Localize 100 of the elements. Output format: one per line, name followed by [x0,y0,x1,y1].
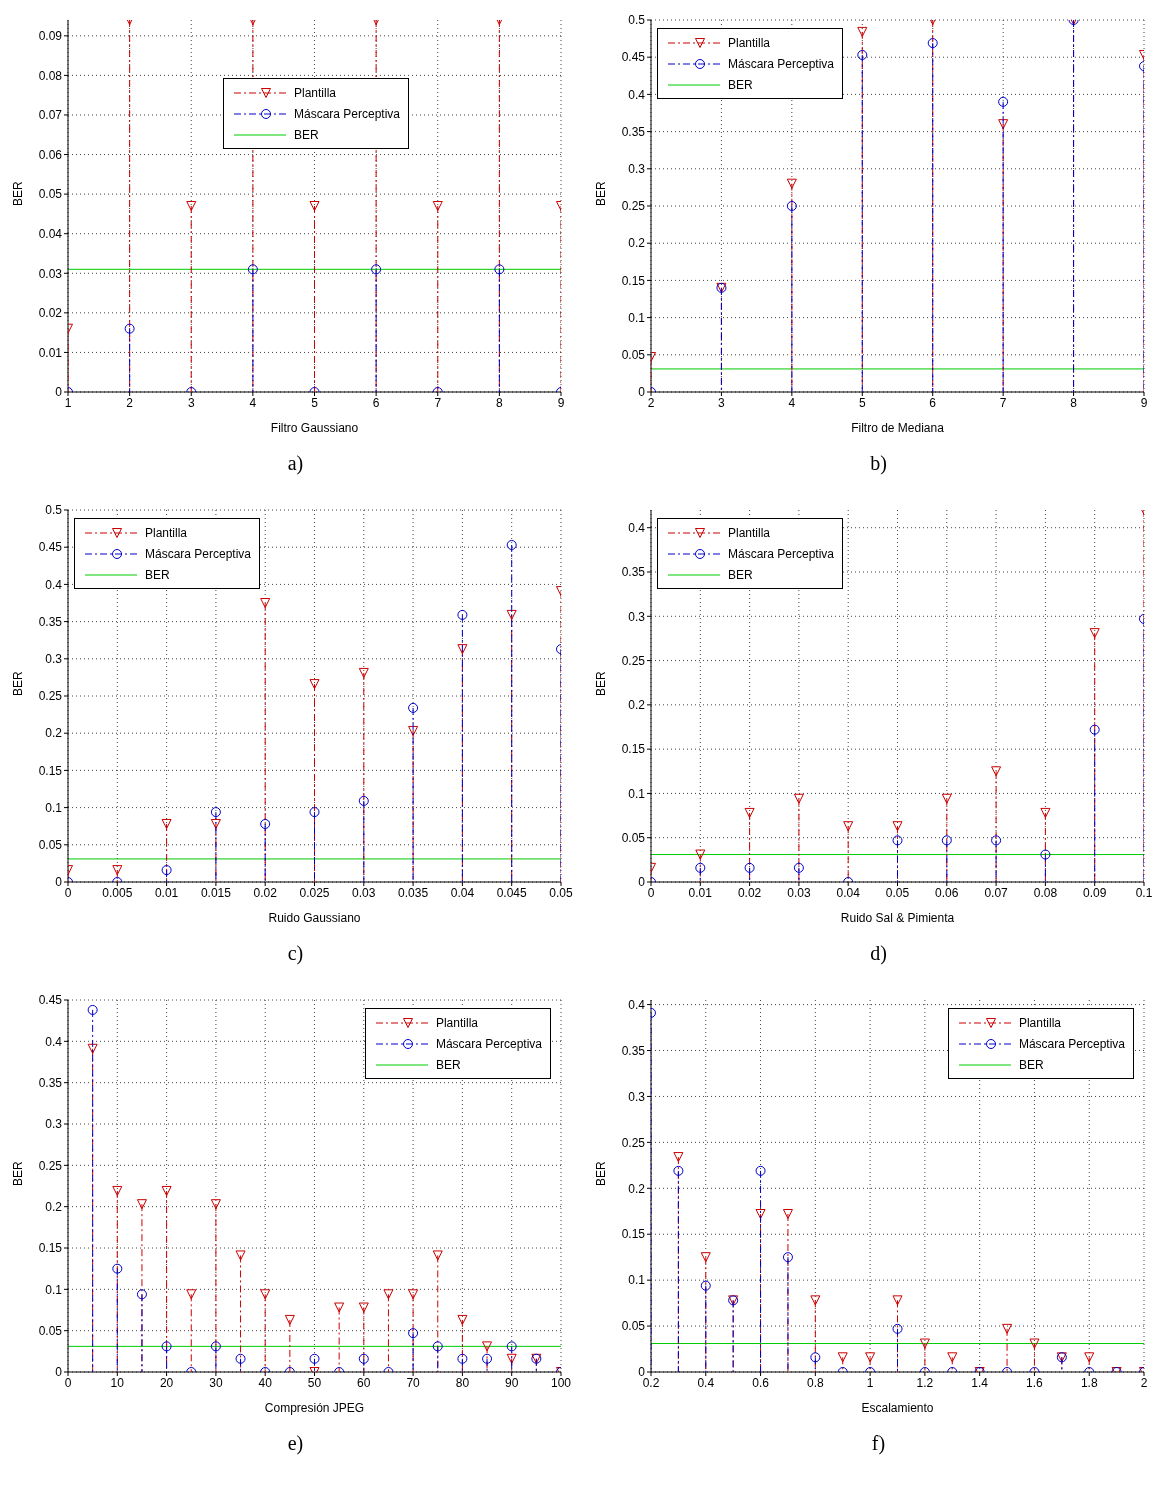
y-tick-label: 0.4 [628,997,646,1012]
y-tick-label: 0.1 [45,800,63,815]
y-tick-label: 0.2 [45,1199,63,1214]
x-tick-label: 0.025 [299,885,330,900]
x-tick-label: 5 [311,395,319,410]
y-tick-label: 0.35 [621,565,646,580]
y-tick-label: 0.05 [38,187,63,202]
x-tick-label: 1.4 [971,1375,989,1390]
y-tick-label: 0.25 [38,689,63,704]
legend-label: BER [728,567,753,582]
x-tick-label: 0.005 [102,885,133,900]
y-axis-title: BER [594,180,609,206]
y-tick-label: 0.1 [628,310,646,325]
legend-label: BER [294,127,319,142]
y-tick-label: 0.25 [621,653,646,668]
y-tick-label: 0.5 [45,503,63,518]
legend-label: Máscara Perceptiva [728,56,835,71]
x-tick-label: 0.01 [688,885,713,900]
y-axis-title: BER [11,670,26,696]
x-tick-label: 1 [866,1375,874,1390]
y-tick-label: 0.15 [38,1241,63,1256]
y-tick-label: 0 [55,875,63,890]
x-tick-label: 0.6 [752,1375,770,1390]
y-tick-label: 0.25 [621,1135,646,1150]
x-tick-label: 6 [372,395,380,410]
x-tick-label: 0.02 [253,885,278,900]
x-tick-label: 0.01 [154,885,179,900]
y-tick-label: 0.35 [621,124,646,139]
x-tick-label: 0.05 [885,885,910,900]
y-tick-label: 0.45 [38,993,63,1008]
y-tick-label: 0.25 [621,199,646,214]
x-tick-label: 3 [718,395,726,410]
x-tick-label: 2 [647,395,655,410]
y-tick-label: 0 [55,385,63,400]
x-axis-title: Filtro de Mediana [851,421,945,435]
text: e) [286,1432,305,1455]
y-tick-label: 0 [55,1365,63,1380]
x-tick-label: 7 [434,395,442,410]
x-tick-label: 2 [1140,1375,1148,1390]
x-tick-label: 100 [550,1375,572,1390]
x-tick-label: 1.8 [1080,1375,1098,1390]
y-tick-label: 0.06 [38,147,63,162]
legend-label: Plantilla [145,525,188,540]
x-axis-title: Ruido Gaussiano [268,911,361,925]
x-tick-label: 0.04 [450,885,475,900]
y-tick-label: 0.35 [38,1075,63,1090]
x-tick-label: 50 [307,1375,322,1390]
x-tick-label: 70 [406,1375,421,1390]
y-tick-label: 0.4 [628,87,646,102]
text: a) [286,452,305,475]
y-tick-label: 0.05 [621,830,646,845]
y-tick-label: 0 [638,875,646,890]
y-tick-label: 0.05 [621,1319,646,1334]
legend-label: Máscara Perceptiva [294,106,401,121]
x-axis-title: Escalamiento [861,1401,934,1415]
text: f) [870,1432,887,1455]
x-tick-label: 0.05 [549,885,573,900]
legend-label: Máscara Perceptiva [145,546,252,561]
y-tick-label: 0.07 [38,108,63,123]
x-tick-label: 0.015 [200,885,232,900]
y-axis-title: BER [11,1160,26,1186]
y-tick-label: 0.05 [38,838,63,853]
x-tick-label: 1.2 [916,1375,934,1390]
x-tick-label: 0.1 [1135,885,1153,900]
y-tick-label: 0.15 [621,1227,646,1242]
x-tick-label: 0.06 [935,885,959,900]
y-tick-label: 0.1 [45,1282,63,1297]
legend-label: Máscara Perceptiva [435,1036,542,1051]
x-tick-label: 0.09 [1083,885,1107,900]
x-tick-label: 0.03 [787,885,811,900]
y-tick-label: 0.2 [628,698,646,713]
x-tick-label: 90 [505,1375,519,1390]
x-tick-label: 0.04 [836,885,861,900]
y-tick-label: 0.05 [38,1323,63,1338]
y-axis-title: BER [594,670,609,696]
y-axis-title: BER [594,1160,609,1186]
y-tick-label: 0.09 [38,29,63,44]
x-tick-label: 0.02 [737,885,762,900]
x-tick-label: 7 [999,395,1007,410]
y-tick-label: 0.2 [628,236,646,251]
y-tick-label: 0.2 [628,1181,646,1196]
y-tick-label: 0.25 [38,1158,63,1173]
legend-label: Plantilla [728,525,771,540]
y-tick-label: 0.08 [38,68,63,83]
x-tick-label: 5 [858,395,866,410]
x-tick-label: 0.4 [697,1375,715,1390]
x-tick-label: 1.6 [1026,1375,1044,1390]
y-tick-label: 0.02 [38,306,63,321]
y-tick-label: 0.3 [628,609,646,624]
y-tick-label: 0.3 [45,1117,63,1132]
y-axis-title: BER [11,180,26,206]
x-tick-label: 9 [557,395,565,410]
x-tick-label: 0.08 [1033,885,1058,900]
y-tick-label: 0.2 [45,726,63,741]
x-tick-label: 2 [126,395,134,410]
y-tick-label: 0 [638,385,646,400]
x-tick-label: 1 [64,395,72,410]
x-axis-title: Ruido Sal & Pimienta [840,911,955,925]
y-tick-label: 0.35 [621,1043,646,1058]
x-tick-label: 8 [1070,395,1078,410]
